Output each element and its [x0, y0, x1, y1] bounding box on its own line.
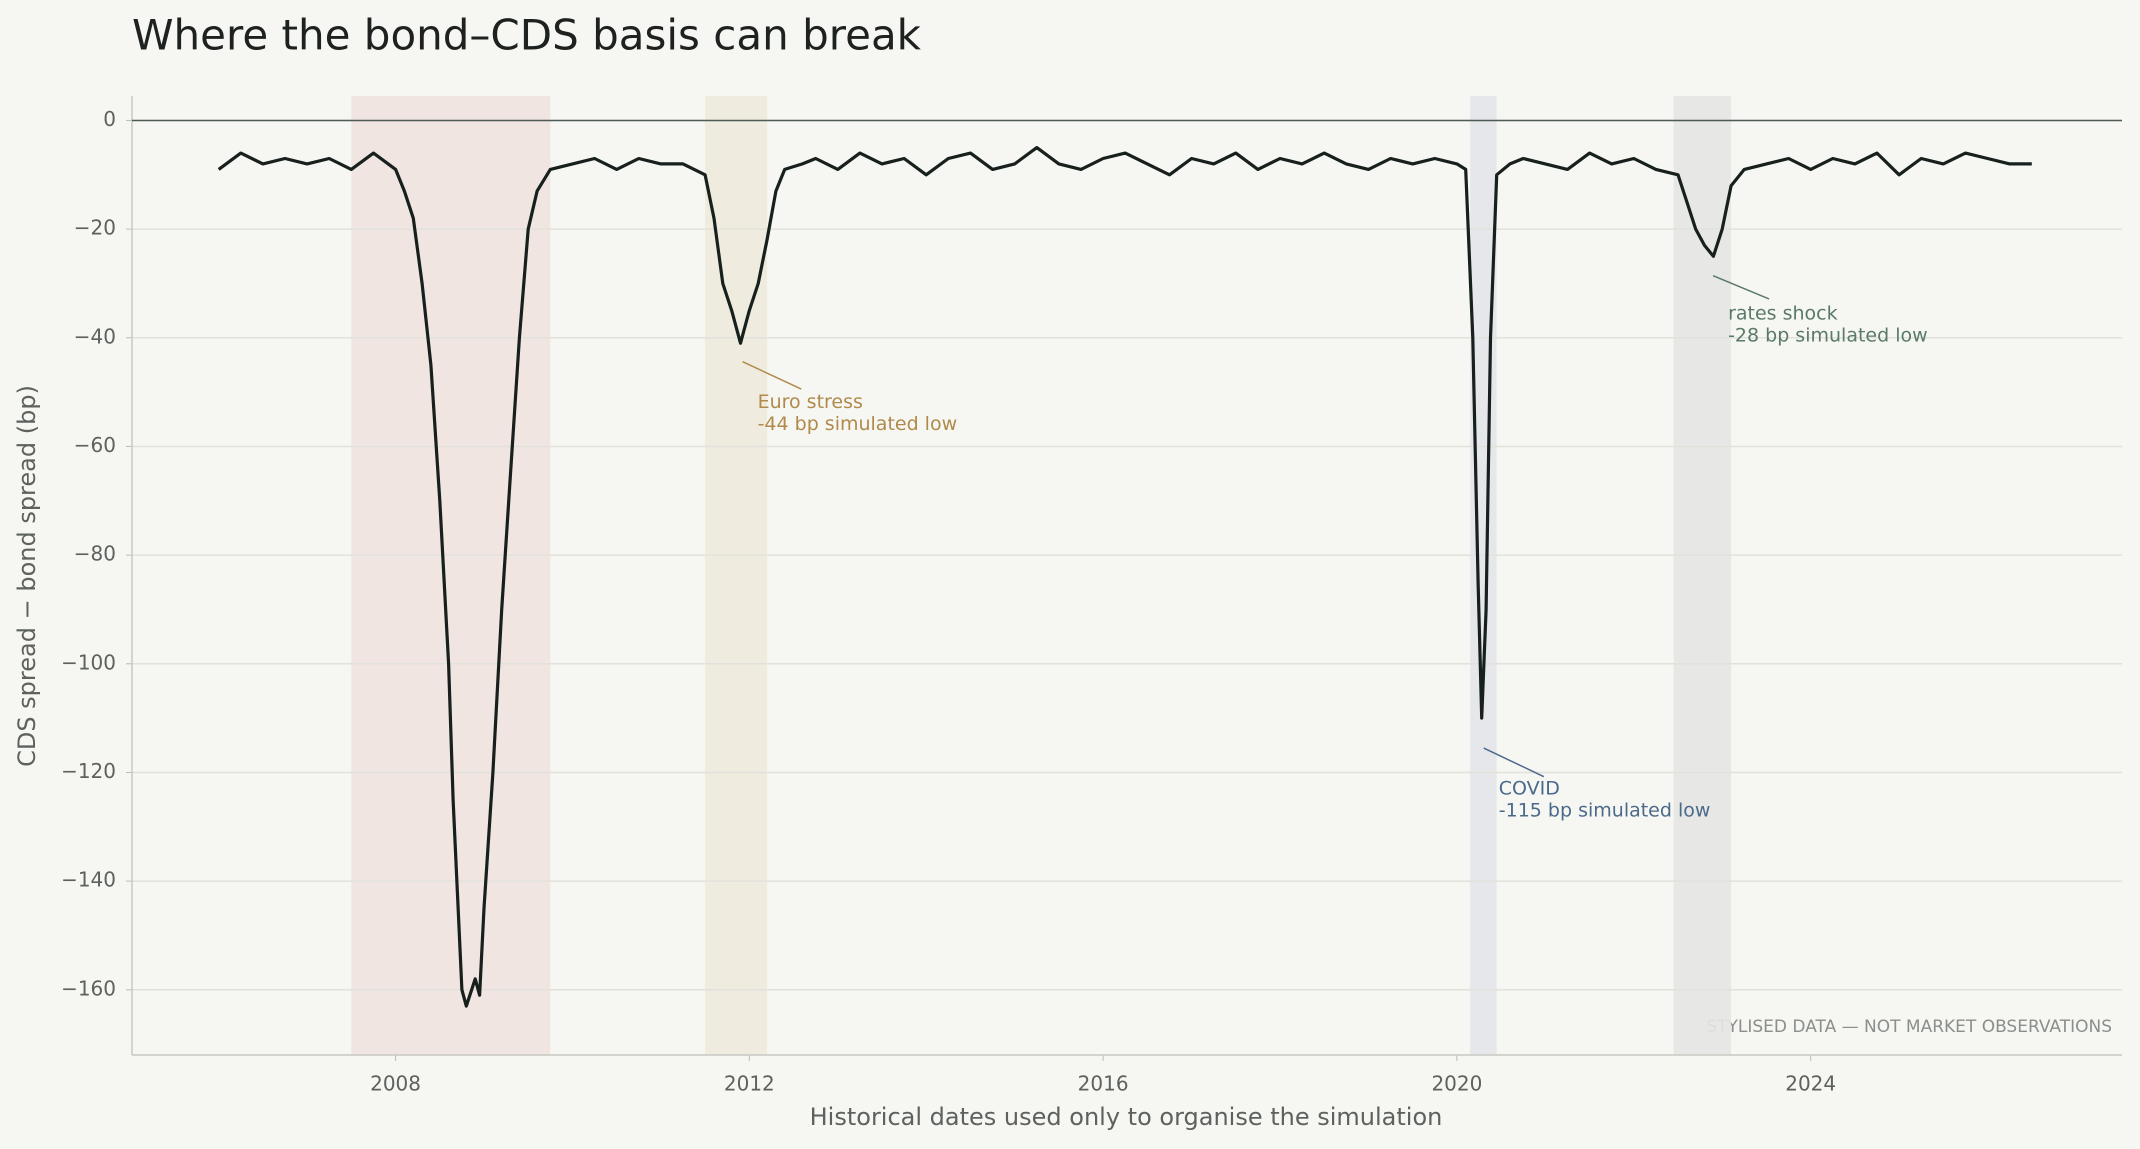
y-tick-label: −20 [74, 216, 116, 240]
annotation-pointer [1483, 747, 1545, 778]
annotation-text: -44 bp simulated low [758, 413, 958, 435]
chart-title: Where the bond–CDS basis can break [132, 11, 922, 60]
annotation-pointer [1712, 275, 1770, 300]
y-axis-label: CDS spread − bond spread (bp) [13, 385, 41, 767]
footnote: STYLISED DATA — NOT MARKET OBSERVATIONS [1706, 1017, 2112, 1037]
annotation-text: -28 bp simulated low [1728, 324, 1928, 346]
annotation-text: rates shock [1728, 302, 1838, 324]
series-line [217, 146, 2032, 1008]
y-tick-label: 0 [103, 107, 116, 131]
annotation-text: Euro stress [758, 391, 863, 413]
x-tick-label: 2008 [370, 1072, 421, 1096]
y-tick-label: −80 [74, 542, 116, 566]
x-tick-label: 2012 [724, 1072, 775, 1096]
shaded-region [351, 96, 551, 1055]
annotation-text: COVID [1499, 777, 1560, 799]
y-tick-label: −120 [61, 759, 116, 783]
shaded-region [1673, 96, 1732, 1055]
shaded-region [705, 96, 768, 1055]
x-tick-label: 2016 [1078, 1072, 1129, 1096]
y-tick-label: −60 [74, 433, 116, 457]
x-tick-label: 2020 [1431, 1072, 1482, 1096]
x-tick-label: 2024 [1785, 1072, 1836, 1096]
y-tick-label: −40 [74, 324, 116, 348]
annotation-pointer [742, 361, 802, 390]
y-tick-label: −160 [61, 976, 116, 1000]
y-tick-label: −140 [61, 868, 116, 892]
annotation-text: -115 bp simulated low [1499, 799, 1711, 821]
y-tick-label: −100 [61, 650, 116, 674]
x-axis-label: Historical dates used only to organise t… [810, 1103, 1443, 1131]
